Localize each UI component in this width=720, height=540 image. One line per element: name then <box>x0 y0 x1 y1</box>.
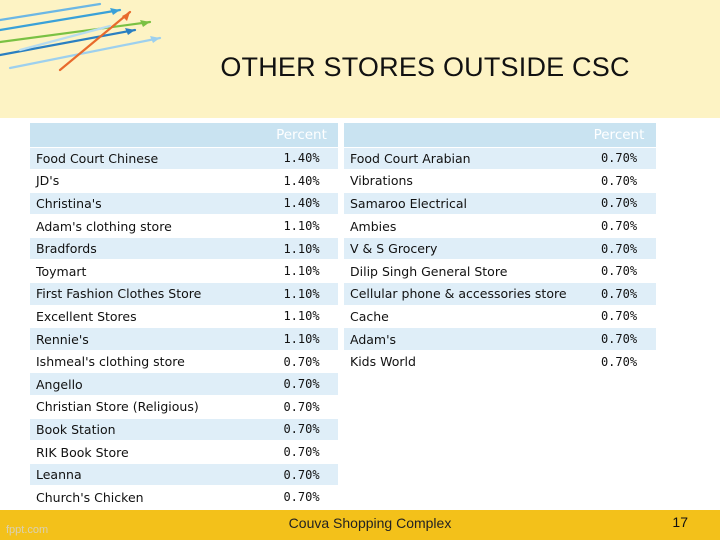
store-name-cell: Adam's clothing store <box>30 214 265 238</box>
percent-cell: 1.10% <box>265 259 338 284</box>
store-name-cell: RIK Book Store <box>30 440 265 464</box>
store-name-cell: Excellent Stores <box>30 305 265 329</box>
store-name-cell: Angello <box>30 372 265 397</box>
percent-header: Percent <box>265 123 338 148</box>
store-name-cell: Samaroo Electrical <box>344 192 582 216</box>
table-header-row: Percent <box>30 123 338 148</box>
table-row: Ambies 0.70% <box>344 214 656 238</box>
page-title: OTHER STORES OUTSIDE CSC <box>220 52 630 82</box>
percent-cell: 1.40% <box>265 147 338 171</box>
percent-cell: 0.70% <box>265 418 338 442</box>
store-name-header <box>30 123 265 148</box>
store-name-cell: Toymart <box>30 259 265 284</box>
store-name-cell: Food Court Arabian <box>344 147 582 171</box>
percent-cell: 0.70% <box>265 372 338 397</box>
page-number: 17 <box>672 514 688 530</box>
store-name-cell: Church's Chicken <box>30 485 265 509</box>
table-row: RIK Book Store 0.70% <box>30 440 338 464</box>
percent-cell: 1.40% <box>265 169 338 193</box>
table-row: Church's Chicken 0.70% <box>30 485 338 509</box>
table-header-row: Percent <box>344 123 656 148</box>
percent-cell: 0.70% <box>582 350 656 374</box>
percent-cell: 0.70% <box>265 395 338 419</box>
table-row: Samaroo Electrical 0.70% <box>344 192 656 216</box>
store-name-cell: Christian Store (Religious) <box>30 395 265 419</box>
percent-cell: 1.10% <box>265 305 338 329</box>
table-row: Cellular phone & accessories store 0.70% <box>344 282 656 306</box>
percent-cell: 0.70% <box>265 440 338 464</box>
percent-cell: 0.70% <box>582 237 656 261</box>
percent-cell: 1.10% <box>265 282 338 306</box>
table-row: Rennie's 1.10% <box>30 327 338 351</box>
decorative-arrows-graphic <box>0 2 162 72</box>
store-name-cell: Kids World <box>344 350 582 374</box>
percent-cell: 0.70% <box>582 282 656 306</box>
store-name-cell: Adam's <box>344 327 582 351</box>
table-row: Food Court Arabian 0.70% <box>344 147 656 171</box>
percent-cell: 1.10% <box>265 214 338 238</box>
percent-cell: 0.70% <box>265 463 338 487</box>
table-row: Leanna 0.70% <box>30 463 338 487</box>
table-row: Adam's clothing store 1.10% <box>30 214 338 238</box>
percent-cell: 0.70% <box>582 147 656 171</box>
table-row: Book Station 0.70% <box>30 418 338 442</box>
table-row: Dilip Singh General Store 0.70% <box>344 259 656 284</box>
table-row: Cache 0.70% <box>344 305 656 329</box>
percent-cell: 0.70% <box>265 485 338 509</box>
store-name-cell: Rennie's <box>30 327 265 351</box>
footer-band <box>0 510 720 540</box>
percent-cell: 0.70% <box>582 305 656 329</box>
store-name-cell: Cellular phone & accessories store <box>344 282 582 306</box>
stores-table-left: Percent Food Court Chinese 1.40% JD's 1.40%… <box>30 123 338 509</box>
table-row: V & S Grocery 0.70% <box>344 237 656 261</box>
table-row: Vibrations 0.70% <box>344 169 656 193</box>
store-name-cell: Christina's <box>30 192 265 216</box>
table-row: Toymart 1.10% <box>30 259 338 284</box>
table-row: JD's 1.40% <box>30 169 338 193</box>
table-row: Excellent Stores 1.10% <box>30 305 338 329</box>
store-name-header <box>344 123 582 148</box>
store-name-cell: JD's <box>30 169 265 193</box>
store-name-cell: Bradfords <box>30 237 265 261</box>
table-row: Ishmeal's clothing store 0.70% <box>30 350 338 374</box>
store-name-cell: Food Court Chinese <box>30 147 265 171</box>
footer-text: Couva Shopping Complex <box>288 515 452 531</box>
store-name-cell: V & S Grocery <box>344 237 582 261</box>
table-row: Christina's 1.40% <box>30 192 338 216</box>
table-row: Bradfords 1.10% <box>30 237 338 261</box>
percent-header: Percent <box>582 123 656 148</box>
store-name-cell: Cache <box>344 305 582 329</box>
store-name-cell: Leanna <box>30 463 265 487</box>
percent-cell: 0.70% <box>582 327 656 351</box>
stores-table-right: Percent Food Court Arabian 0.70% Vibration… <box>344 123 656 374</box>
percent-cell: 1.10% <box>265 237 338 261</box>
percent-cell: 0.70% <box>265 350 338 374</box>
store-name-cell: Book Station <box>30 418 265 442</box>
store-name-cell: Dilip Singh General Store <box>344 259 582 284</box>
table-row: Food Court Chinese 1.40% <box>30 147 338 171</box>
table-row: Adam's 0.70% <box>344 327 656 351</box>
percent-cell: 1.40% <box>265 192 338 216</box>
store-name-cell: Ambies <box>344 214 582 238</box>
percent-cell: 1.10% <box>265 327 338 351</box>
percent-cell: 0.70% <box>582 169 656 193</box>
store-name-cell: Ishmeal's clothing store <box>30 350 265 374</box>
table-row: Christian Store (Religious) 0.70% <box>30 395 338 419</box>
table-row: Angello 0.70% <box>30 372 338 397</box>
percent-cell: 0.70% <box>582 214 656 238</box>
table-row: Kids World 0.70% <box>344 350 656 374</box>
store-name-cell: First Fashion Clothes Store <box>30 282 265 306</box>
store-name-cell: Vibrations <box>344 169 582 193</box>
percent-cell: 0.70% <box>582 259 656 284</box>
table-row: First Fashion Clothes Store 1.10% <box>30 282 338 306</box>
percent-cell: 0.70% <box>582 192 656 216</box>
watermark: fppt.com <box>6 524 49 536</box>
